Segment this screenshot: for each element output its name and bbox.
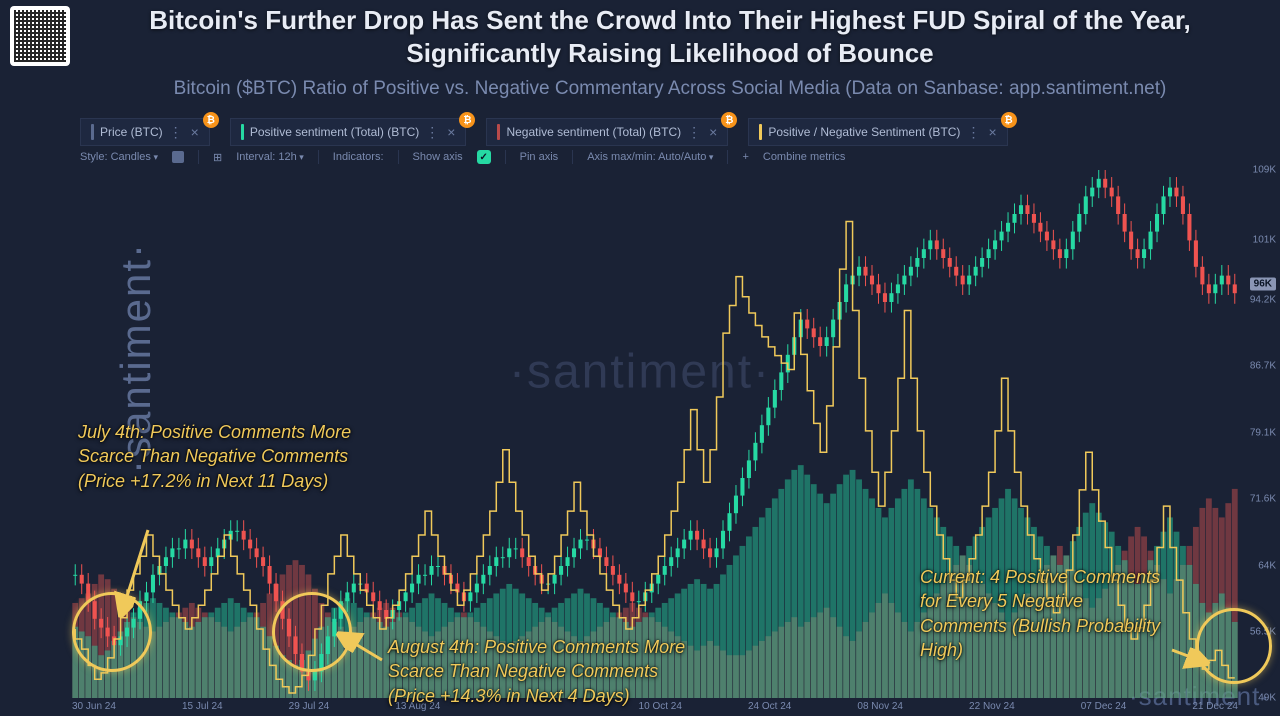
annotation-arrow — [0, 0, 1280, 716]
